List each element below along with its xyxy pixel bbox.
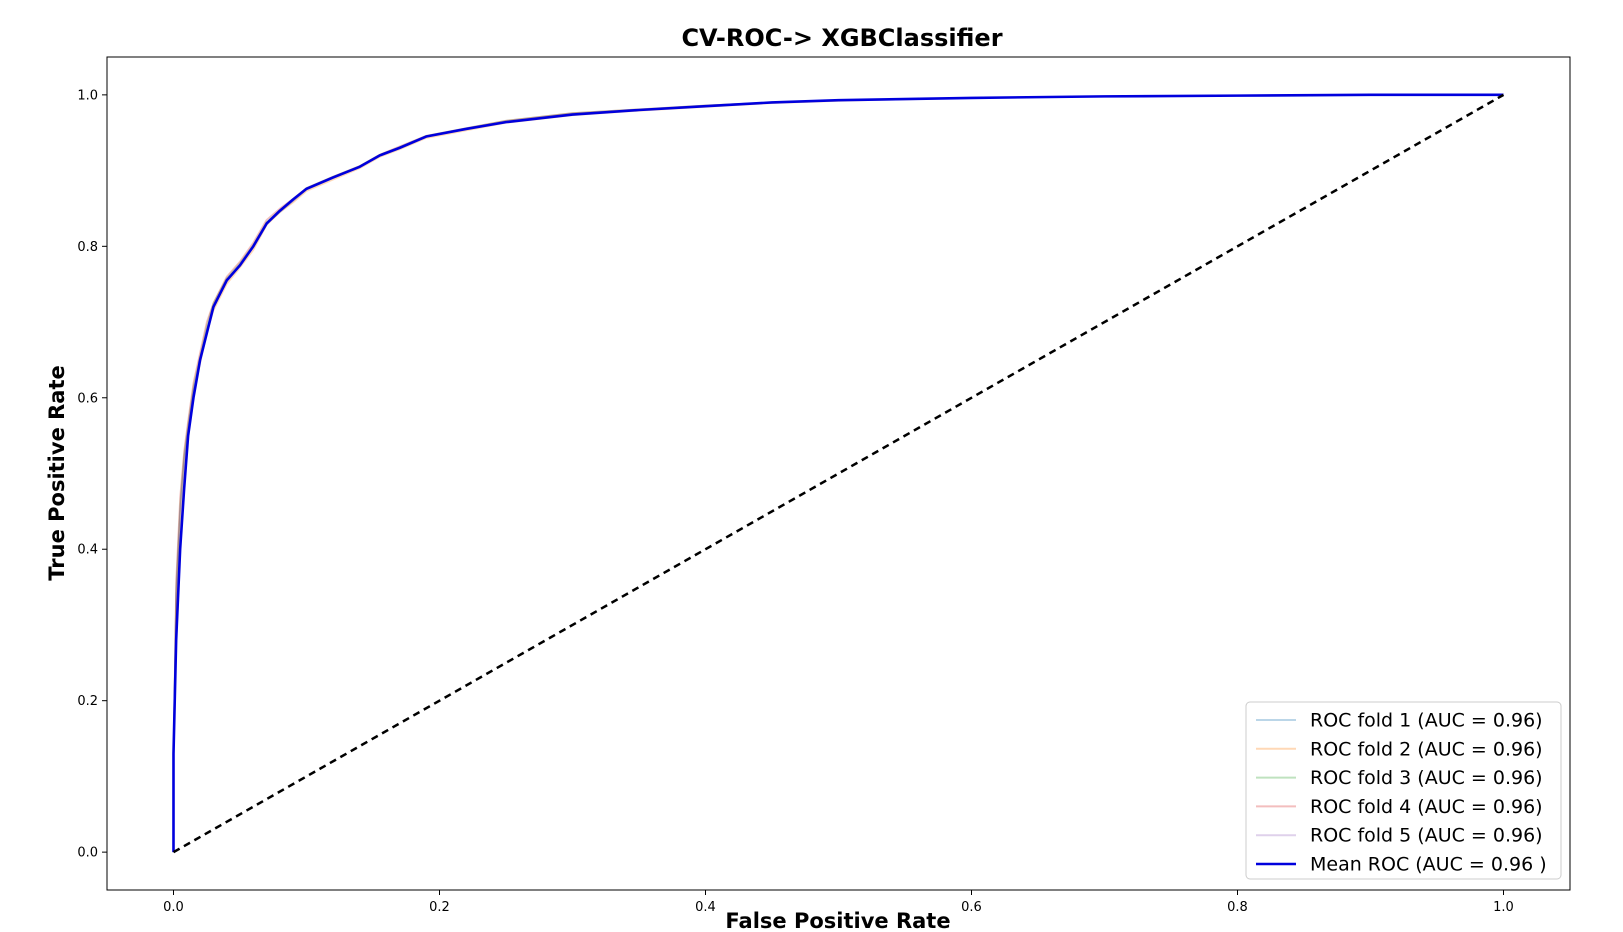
legend: ROC fold 1 (AUC = 0.96) ROC fold 2 (AUC =…	[1245, 701, 1562, 880]
y-tick-label: 1.0	[77, 88, 98, 103]
y-tick-label: 0.6	[77, 391, 98, 406]
y-tick-label: 0.0	[77, 846, 98, 861]
legend-entry: Mean ROC (AUC = 0.96 )	[1310, 854, 1547, 876]
chart-title: CV-ROC-> XGBClassifier	[681, 24, 1002, 52]
x-tick-label: 1.0	[1493, 900, 1514, 915]
mean-roc-line	[172, 93, 1504, 853]
x-tick-label: 0.6	[961, 900, 982, 915]
y-tick-label: 0.8	[77, 240, 98, 255]
x-tick-label: 0.8	[1227, 900, 1248, 915]
x-tick-label: 0.0	[163, 900, 184, 915]
x-tick-label: 0.2	[429, 900, 450, 915]
plot-area-frame	[106, 56, 1571, 891]
legend-entry: ROC fold 5 (AUC = 0.96)	[1310, 825, 1543, 847]
y-tick-label: 0.4	[77, 543, 98, 558]
legend-entry: ROC fold 2 (AUC = 0.96)	[1310, 738, 1543, 760]
legend-entry: ROC fold 3 (AUC = 0.96)	[1310, 767, 1543, 789]
x-tick-label: 0.4	[695, 900, 716, 915]
y-axis-label: True Positive Rate	[45, 365, 69, 581]
legend-entry: ROC fold 1 (AUC = 0.96)	[1310, 710, 1543, 732]
legend-entry: ROC fold 4 (AUC = 0.96)	[1310, 796, 1543, 818]
x-axis: 0.0 0.2 0.4 0.6 0.8 1.0	[163, 890, 1514, 915]
series-lines	[172, 93, 1504, 853]
y-tick-label: 0.2	[77, 694, 98, 709]
x-axis-label: False Positive Rate	[725, 909, 950, 932]
legend-box	[1245, 701, 1562, 880]
y-axis: 0.0 0.2 0.4 0.6 0.8 1.0	[77, 88, 107, 861]
chance-reference-line	[172, 93, 1505, 854]
